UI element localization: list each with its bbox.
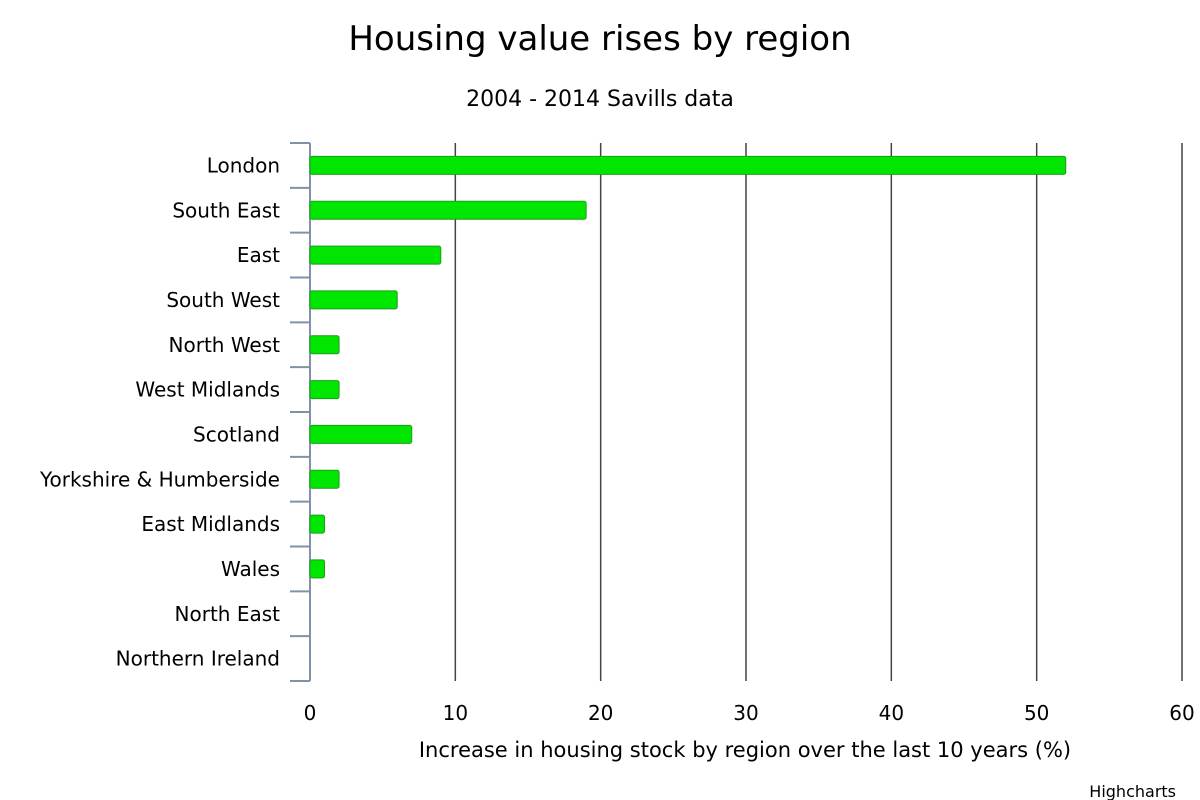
bar-4[interactable]	[309, 335, 340, 355]
x-tick-label-1: 10	[443, 701, 468, 725]
bars	[309, 155, 1067, 579]
gridlines	[454, 143, 1183, 681]
category-axis	[290, 142, 311, 682]
bar-5[interactable]	[309, 380, 340, 400]
x-tick-label-2: 20	[588, 701, 613, 725]
category-label-11: Northern Ireland	[116, 647, 280, 671]
bar-8[interactable]	[309, 514, 326, 534]
category-label-3: South West	[166, 288, 280, 312]
x-tick-label-5: 50	[1024, 701, 1049, 725]
category-label-4: North West	[169, 333, 281, 357]
x-axis-title: Increase in housing stock by region over…	[419, 738, 1071, 762]
x-tick-label-0: 0	[304, 701, 317, 725]
category-label-6: Scotland	[193, 422, 280, 446]
bar-6[interactable]	[309, 424, 413, 444]
chart-title: Housing value rises by region	[348, 19, 851, 59]
bar-7[interactable]	[309, 469, 340, 489]
bar-9[interactable]	[309, 559, 326, 579]
category-label-2: East	[237, 243, 280, 267]
category-label-1: South East	[172, 198, 280, 222]
bar-1[interactable]	[309, 200, 587, 220]
category-label-0: London	[207, 153, 280, 177]
category-label-10: North East	[175, 602, 281, 626]
chart-subtitle: 2004 - 2014 Savills data	[466, 87, 734, 112]
category-labels: London South East East South West North West…	[39, 153, 280, 670]
highcharts-credit[interactable]: Highcharts	[1089, 782, 1176, 800]
category-label-7: Yorkshire & Humberside	[39, 467, 280, 491]
x-tick-label-3: 30	[733, 701, 758, 725]
bar-2[interactable]	[309, 245, 442, 265]
x-tick-label-4: 40	[879, 701, 904, 725]
category-label-5: West Midlands	[135, 378, 280, 402]
value-axis-tick-labels: 0 10 20 30 40 50 60	[304, 701, 1195, 725]
bar-3[interactable]	[309, 290, 398, 310]
bar-0[interactable]	[309, 155, 1067, 175]
category-label-8: East Midlands	[141, 512, 280, 536]
x-tick-label-6: 60	[1169, 701, 1194, 725]
category-label-9: Wales	[221, 557, 280, 581]
